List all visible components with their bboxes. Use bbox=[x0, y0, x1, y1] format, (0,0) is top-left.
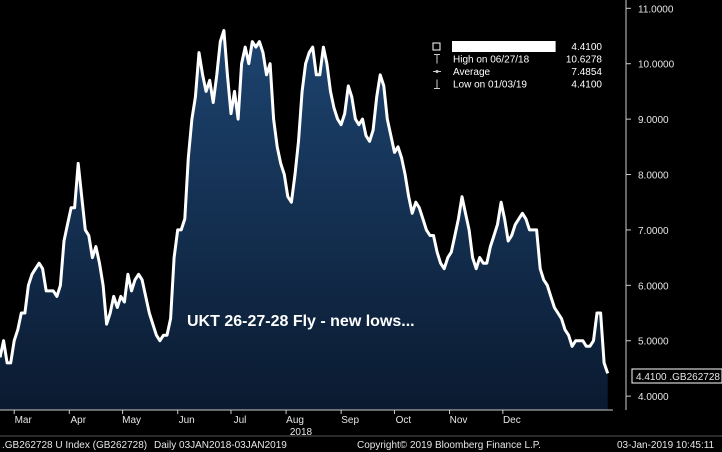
y-tick-label: 4.0000 bbox=[638, 392, 669, 403]
legend-high-icon bbox=[434, 54, 440, 64]
x-tick-label: Aug bbox=[286, 415, 304, 426]
chart-annotation: UKT 26-27-28 Fly - new lows... bbox=[187, 313, 415, 330]
x-tick-label: Dec bbox=[503, 415, 521, 426]
legend-label: Low on 01/03/19 bbox=[453, 80, 527, 91]
legend-item[interactable]: Low on 01/03/19 4.4100 bbox=[434, 79, 602, 91]
y-tick-label: 5.0000 bbox=[638, 337, 669, 348]
legend-item[interactable]: GB262728 - Last Price 4.4100 bbox=[432, 41, 602, 53]
x-tick-label: Oct bbox=[396, 415, 412, 426]
price-area bbox=[0, 30, 608, 410]
x-tick-label: Sep bbox=[341, 415, 359, 426]
last-value-box bbox=[631, 368, 722, 384]
legend-value: 4.4100 bbox=[571, 42, 602, 53]
footer-copyright: Copyright© 2019 Bloomberg Finance L.P. bbox=[357, 440, 541, 451]
y-tick-label: 10.0000 bbox=[638, 60, 675, 71]
y-tick-label: 7.0000 bbox=[638, 226, 669, 237]
x-tick-label: Mar bbox=[15, 415, 33, 426]
footer-period: Daily 03JAN2018-03JAN2019 bbox=[154, 440, 287, 451]
y-tick-label: 8.0000 bbox=[638, 171, 669, 182]
x-axis: Mar Apr May Jun Jul Aug Sep Oct Nov Dec 2018 bbox=[0, 409, 613, 438]
x-tick-label: Jul bbox=[234, 415, 247, 426]
legend-value: 7.4854 bbox=[571, 67, 602, 78]
y-axis: 4.0000 5.0000 6.0000 7.0000 8.0000 9.0000 10.0… bbox=[625, 0, 675, 410]
legend-value: 4.4100 bbox=[571, 80, 602, 91]
x-tick-label: Jun bbox=[179, 415, 195, 426]
x-tick-label: Nov bbox=[450, 415, 468, 426]
legend-low-icon bbox=[434, 79, 440, 89]
legend-label-highlight bbox=[452, 41, 556, 52]
y-tick-label: 9.0000 bbox=[638, 115, 669, 126]
legend-label: High on 06/27/18 bbox=[453, 55, 530, 66]
footer-ticker: .GB262728 U Index (GB262728) bbox=[2, 440, 147, 451]
y-tick-label: 6.0000 bbox=[638, 281, 669, 292]
legend-item[interactable]: High on 06/27/18 10.6278 bbox=[434, 54, 603, 66]
x-year-label: 2018 bbox=[290, 427, 313, 438]
legend-label: GB262728 - Last Price bbox=[453, 42, 555, 53]
price-line bbox=[0, 29, 610, 374]
last-value-tag[interactable]: 4.4100 .GB262728 bbox=[631, 368, 722, 384]
y-tick-label: 11.0000 bbox=[638, 4, 674, 15]
legend-average-icon bbox=[433, 70, 441, 73]
x-tick-label: May bbox=[122, 415, 141, 426]
x-tick-label: Apr bbox=[71, 415, 87, 426]
footer-timestamp: 03-Jan-2019 10:45:11 bbox=[617, 440, 715, 451]
legend-item[interactable]: Average 7.4854 bbox=[433, 67, 602, 78]
last-value-label: 4.4100 .GB262728 bbox=[636, 372, 720, 383]
legend-square-icon bbox=[432, 42, 441, 51]
legend-value: 10.6278 bbox=[566, 55, 603, 66]
legend-label: Average bbox=[453, 67, 491, 78]
